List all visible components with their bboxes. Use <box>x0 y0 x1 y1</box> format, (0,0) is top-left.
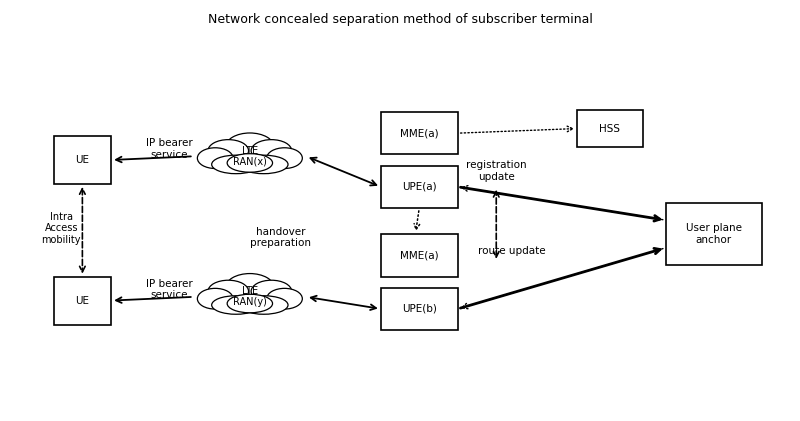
Ellipse shape <box>251 140 292 162</box>
FancyBboxPatch shape <box>381 112 458 155</box>
FancyBboxPatch shape <box>577 110 642 147</box>
FancyBboxPatch shape <box>54 136 111 184</box>
Ellipse shape <box>239 155 288 174</box>
Ellipse shape <box>266 148 302 168</box>
Ellipse shape <box>212 296 260 314</box>
Text: LTE: LTE <box>242 146 258 156</box>
Text: RAN(y): RAN(y) <box>233 297 266 307</box>
Ellipse shape <box>208 280 249 302</box>
Text: MME(a): MME(a) <box>400 250 438 260</box>
Text: UPE(b): UPE(b) <box>402 304 437 314</box>
Ellipse shape <box>227 154 273 172</box>
Text: UPE(a): UPE(a) <box>402 182 437 192</box>
Text: UE: UE <box>75 296 90 306</box>
Ellipse shape <box>251 280 292 302</box>
Text: MME(a): MME(a) <box>400 128 438 138</box>
Ellipse shape <box>198 148 233 168</box>
Ellipse shape <box>212 155 260 174</box>
Text: IP bearer
service: IP bearer service <box>146 279 192 300</box>
Text: IP bearer
service: IP bearer service <box>146 138 192 160</box>
Ellipse shape <box>208 140 249 162</box>
Text: UE: UE <box>75 155 90 165</box>
Ellipse shape <box>227 294 273 313</box>
Text: route update: route update <box>478 245 546 256</box>
Text: User plane
anchor: User plane anchor <box>686 223 742 245</box>
FancyBboxPatch shape <box>381 234 458 277</box>
Ellipse shape <box>226 133 274 161</box>
Ellipse shape <box>226 274 274 302</box>
FancyBboxPatch shape <box>666 203 762 265</box>
Text: registration
update: registration update <box>466 160 526 182</box>
Ellipse shape <box>239 296 288 314</box>
Text: LTE: LTE <box>242 286 258 296</box>
Ellipse shape <box>198 288 233 309</box>
Text: handover
preparation: handover preparation <box>250 227 311 248</box>
Text: Intra
Access
mobility: Intra Access mobility <box>42 212 81 245</box>
FancyBboxPatch shape <box>381 288 458 330</box>
Ellipse shape <box>266 288 302 309</box>
FancyBboxPatch shape <box>54 277 111 325</box>
Text: Network concealed separation method of subscriber terminal: Network concealed separation method of s… <box>207 13 593 26</box>
Text: HSS: HSS <box>599 123 620 133</box>
FancyBboxPatch shape <box>381 165 458 208</box>
Text: RAN(x): RAN(x) <box>233 157 266 167</box>
